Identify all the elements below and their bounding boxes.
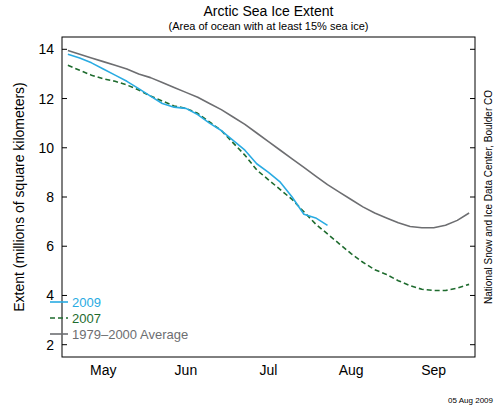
y-tick — [470, 98, 475, 99]
series-group — [68, 51, 469, 291]
title: Arctic Sea Ice Extent — [204, 3, 334, 19]
y-tick — [62, 246, 67, 247]
y-tick — [62, 49, 67, 50]
background — [0, 0, 500, 411]
y-tick — [62, 295, 67, 296]
x-tick-label: Jul — [260, 362, 278, 378]
legend-swatch — [50, 301, 68, 303]
y-axis-label: Extent (millions of square kilometers) — [11, 82, 27, 312]
x-tick-label: Jun — [175, 362, 198, 378]
legend-swatch — [50, 333, 68, 335]
y-tick — [62, 147, 67, 148]
y-tick — [470, 344, 475, 345]
y-tick — [62, 344, 67, 345]
y-tick — [470, 246, 475, 247]
legend-label: 2009 — [72, 295, 101, 310]
y-tick-label: 2 — [46, 337, 54, 353]
y-tick-label: 12 — [38, 91, 54, 107]
legend-label: 2007 — [72, 311, 101, 326]
x-tick-label: May — [90, 362, 116, 378]
y-tick — [470, 197, 475, 198]
y-tick-label: 14 — [38, 41, 54, 57]
y-tick — [62, 197, 67, 198]
y-tick — [470, 49, 475, 50]
y-tick — [62, 98, 67, 99]
subtitle: (Area of ocean with at least 15% sea ice… — [169, 20, 369, 32]
legend-swatch — [50, 317, 68, 319]
y-tick-label: 10 — [38, 140, 54, 156]
source-note: National Snow and Ice Data Center, Bould… — [483, 90, 494, 304]
y-tick-label: 8 — [46, 189, 54, 205]
y-tick-label: 4 — [46, 287, 54, 303]
plot-frame — [62, 37, 475, 357]
date-note: 05 Aug 2009 — [448, 396, 493, 405]
x-tick-label: Sep — [421, 362, 446, 378]
y-tick — [470, 295, 475, 296]
series-line — [68, 65, 469, 290]
x-tick-label: Aug — [339, 362, 364, 378]
chart: Arctic Sea Ice Extent(Area of ocean with… — [0, 0, 500, 411]
legend-label: 1979–2000 Average — [72, 327, 188, 342]
y-tick-label: 6 — [46, 238, 54, 254]
series-line — [68, 51, 469, 228]
series-line — [68, 54, 328, 225]
y-tick — [470, 147, 475, 148]
